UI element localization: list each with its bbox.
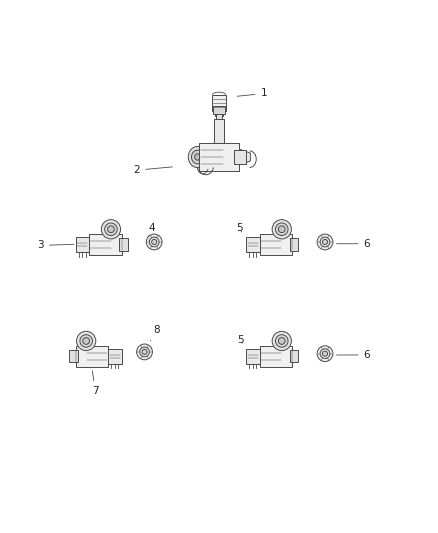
Circle shape xyxy=(276,335,288,347)
Bar xyxy=(75,237,88,252)
Ellipse shape xyxy=(191,150,203,164)
Bar xyxy=(75,346,109,367)
Circle shape xyxy=(317,234,333,250)
Bar xyxy=(259,234,292,255)
Bar xyxy=(234,150,246,164)
Text: 4: 4 xyxy=(149,223,155,236)
Bar xyxy=(199,143,239,171)
Text: 7: 7 xyxy=(92,371,99,397)
Circle shape xyxy=(279,337,285,344)
Ellipse shape xyxy=(194,154,200,160)
Circle shape xyxy=(146,234,162,250)
Bar xyxy=(88,234,121,255)
Circle shape xyxy=(83,337,89,344)
Bar xyxy=(215,114,223,119)
Circle shape xyxy=(149,237,159,247)
Ellipse shape xyxy=(188,147,207,167)
Circle shape xyxy=(320,349,330,359)
Circle shape xyxy=(322,351,328,356)
Bar xyxy=(214,119,224,143)
Bar xyxy=(109,349,121,364)
Circle shape xyxy=(320,237,330,247)
Circle shape xyxy=(152,239,157,245)
Circle shape xyxy=(279,226,285,232)
Circle shape xyxy=(140,347,149,357)
Circle shape xyxy=(137,344,152,360)
Text: 6: 6 xyxy=(336,350,370,360)
Bar xyxy=(213,106,225,114)
Bar xyxy=(69,350,78,362)
Circle shape xyxy=(108,226,114,232)
Circle shape xyxy=(272,220,291,239)
Circle shape xyxy=(272,332,291,351)
Circle shape xyxy=(77,332,96,351)
Bar xyxy=(259,346,292,367)
Text: 3: 3 xyxy=(37,240,74,251)
Circle shape xyxy=(276,223,288,236)
Circle shape xyxy=(317,346,333,361)
Circle shape xyxy=(142,350,147,354)
Circle shape xyxy=(322,239,328,245)
Circle shape xyxy=(101,220,120,239)
Text: 8: 8 xyxy=(150,325,160,341)
Bar xyxy=(246,237,259,252)
Bar xyxy=(215,111,223,116)
Text: 5: 5 xyxy=(237,335,244,345)
Bar xyxy=(290,350,298,362)
Bar xyxy=(246,349,259,364)
Bar xyxy=(290,238,298,251)
Text: 5: 5 xyxy=(237,223,243,233)
Bar xyxy=(212,95,226,111)
Text: 6: 6 xyxy=(336,239,370,249)
Circle shape xyxy=(105,223,117,236)
Polygon shape xyxy=(234,147,251,167)
Bar xyxy=(119,238,128,251)
Text: 2: 2 xyxy=(134,165,173,175)
Circle shape xyxy=(80,335,92,347)
Text: 1: 1 xyxy=(237,88,267,99)
